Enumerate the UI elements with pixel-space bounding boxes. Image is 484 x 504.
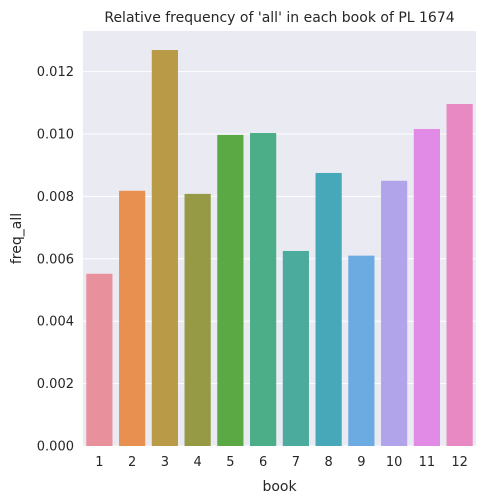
x-tick-label: 12	[451, 455, 468, 470]
bars	[86, 50, 473, 447]
y-tick-label: 0.004	[37, 315, 74, 330]
bar-book-1	[86, 273, 113, 446]
x-tick-label: 1	[95, 455, 103, 470]
x-tick-label: 3	[161, 455, 169, 470]
x-tick-label: 8	[324, 455, 332, 470]
y-tick-label: 0.000	[37, 440, 74, 455]
x-tick-label: 7	[292, 455, 300, 470]
bar-book-5	[217, 134, 244, 447]
y-tick-label: 0.010	[37, 127, 74, 142]
bar-book-8	[315, 172, 342, 446]
bar-book-3	[151, 50, 178, 446]
bar-book-4	[184, 193, 211, 446]
bar-book-12	[446, 104, 473, 446]
y-tick-label: 0.012	[37, 65, 74, 80]
x-tick-label: 5	[226, 455, 234, 470]
y-axis-label: freq_all	[9, 213, 25, 264]
x-axis-label: book	[262, 479, 297, 495]
x-axis-ticks: 1 2 3 4 5 6 7 8 9 10 11 12	[95, 455, 468, 470]
x-tick-label: 9	[357, 455, 365, 470]
chart-title: Relative frequency of 'all' in each book…	[104, 10, 454, 26]
plot-area	[83, 31, 476, 446]
bar-book-11	[413, 128, 440, 446]
y-tick-label: 0.008	[37, 190, 74, 205]
bar-book-6	[250, 133, 277, 447]
y-tick-label: 0.002	[37, 377, 74, 392]
bar-book-2	[119, 190, 146, 446]
x-tick-label: 10	[386, 455, 403, 470]
x-tick-label: 11	[419, 455, 436, 470]
bar-book-7	[282, 250, 309, 446]
grid-lines	[83, 71, 476, 447]
bar-book-10	[381, 180, 408, 447]
x-tick-label: 4	[193, 455, 201, 470]
y-axis-ticks: 0.000 0.002 0.004 0.006 0.008 0.010 0.012	[37, 65, 74, 454]
y-tick-label: 0.006	[37, 252, 74, 267]
bar-book-9	[348, 255, 375, 446]
x-tick-label: 2	[128, 455, 136, 470]
x-tick-label: 6	[259, 455, 267, 470]
